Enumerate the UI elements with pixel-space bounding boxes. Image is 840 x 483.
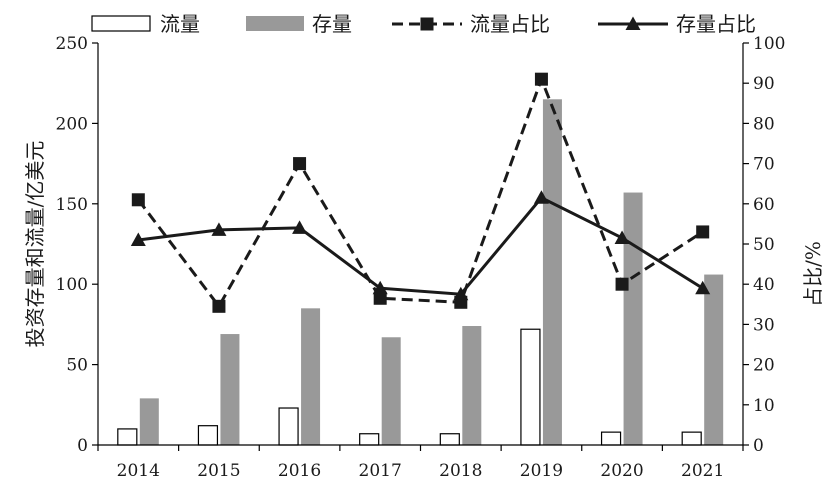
x-tick-label: 2016 — [278, 461, 321, 481]
bar-流量-2014 — [117, 428, 138, 446]
x-tick-label: 2015 — [197, 461, 240, 481]
line-流量占比 — [137, 74, 704, 310]
bar-存量-2015 — [220, 334, 240, 445]
y2-tick-label: 60 — [753, 195, 775, 215]
x-tick-label: 2018 — [439, 461, 482, 481]
x-tick-label: 2017 — [359, 461, 402, 481]
x-tick-label: 2019 — [520, 461, 563, 481]
y2-tick-label: 90 — [753, 74, 775, 94]
legend: 流量 存量 流量占比 存量占比 — [91, 12, 756, 36]
point-流量占比-2019 — [534, 72, 548, 86]
line-存量占比 — [138, 195, 704, 296]
point-流量占比-2020 — [615, 277, 629, 291]
y2-tick-label: 10 — [753, 396, 775, 416]
legend-swatch-流量 — [91, 15, 151, 32]
bar-存量-2017 — [381, 337, 401, 445]
legend-label-流量: 流量 — [160, 12, 200, 36]
legend-marker-存量占比 — [625, 16, 641, 30]
y2-axis-title: 占比/% — [801, 241, 825, 307]
y2-tick-label: 100 — [753, 34, 785, 54]
y-tick-label: 0 — [77, 436, 88, 456]
x-tick-label: 2021 — [681, 461, 724, 481]
bar-存量-2021 — [704, 274, 724, 445]
y-tick-label: 50 — [66, 356, 88, 376]
legend-label-存量: 存量 — [312, 12, 352, 36]
point-流量占比-2017 — [373, 291, 387, 305]
y-tick-label: 250 — [56, 34, 88, 54]
point-存量占比-2021 — [695, 280, 711, 295]
bar-存量-2019 — [542, 99, 562, 445]
point-存量占比-2015 — [211, 222, 227, 236]
y-axis-title: 投资存量和流量/亿美元 — [23, 141, 47, 348]
bar-流量-2021 — [681, 431, 702, 446]
point-存量占比-2018 — [453, 286, 469, 301]
y2-tick-label: 30 — [753, 315, 775, 335]
legend-label-存量占比: 存量占比 — [676, 12, 756, 36]
legend-swatch-存量 — [246, 16, 304, 31]
y-tick-label: 100 — [56, 275, 88, 295]
x-tick-label: 2014 — [117, 461, 160, 481]
y2-tick-label: 80 — [753, 114, 775, 134]
y-tick-label: 150 — [56, 195, 88, 215]
bar-存量-2014 — [139, 398, 159, 445]
point-流量占比-2021 — [696, 225, 710, 239]
bar-存量-2016 — [301, 308, 321, 445]
point-存量占比-2016 — [292, 220, 308, 234]
lines — [130, 72, 711, 313]
point-流量占比-2015 — [212, 299, 226, 313]
y-tick-label: 200 — [56, 114, 88, 134]
bar-流量-2015 — [197, 425, 219, 446]
bar-流量-2017 — [359, 433, 380, 446]
y2-tick-label: 50 — [753, 235, 775, 255]
bar-流量-2020 — [600, 431, 622, 446]
legend-label-流量占比: 流量占比 — [470, 12, 550, 36]
x-tick-label: 2020 — [600, 461, 643, 481]
y2-tick-label: 0 — [753, 436, 764, 456]
bar-流量-2016 — [278, 407, 299, 446]
bar-存量-2018 — [462, 326, 482, 445]
axes: 0 50 100 150 200 250 0 10 20 30 40 50 60 70 80 90 100 201… — [56, 34, 786, 481]
y2-tick-label: 20 — [753, 356, 775, 376]
bar-存量-2020 — [623, 192, 643, 445]
bar-流量-2019 — [520, 328, 541, 446]
y2-tick-label: 40 — [753, 275, 775, 295]
bars — [117, 99, 724, 446]
point-存量占比-2019 — [533, 190, 549, 204]
point-存量占比-2017 — [372, 280, 388, 295]
point-存量占比-2020 — [614, 230, 630, 244]
bar-流量-2018 — [439, 433, 460, 446]
point-流量占比-2014 — [131, 193, 145, 207]
point-存量占比-2014 — [130, 232, 146, 246]
y2-tick-label: 70 — [753, 155, 775, 175]
point-流量占比-2016 — [293, 157, 307, 171]
legend-marker-流量占比 — [420, 17, 434, 31]
